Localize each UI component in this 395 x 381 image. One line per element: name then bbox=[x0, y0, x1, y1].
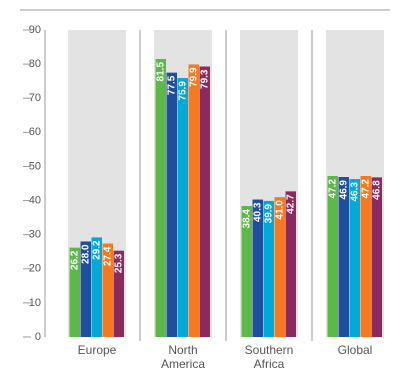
y-tick-label: 0 bbox=[35, 331, 41, 343]
bar bbox=[155, 58, 166, 337]
bar bbox=[113, 250, 124, 337]
value-label: 75.9 bbox=[178, 81, 189, 101]
value-label: 25.3 bbox=[114, 253, 125, 273]
x-tick-label: Global bbox=[337, 343, 373, 357]
bar bbox=[285, 191, 296, 337]
value-label: 79.9 bbox=[189, 67, 200, 87]
value-label: 39.9 bbox=[264, 203, 275, 223]
value-label: 42.7 bbox=[286, 194, 297, 214]
y-tick-label: 80 bbox=[29, 58, 41, 70]
value-label: 81.5 bbox=[156, 62, 167, 82]
bar bbox=[241, 206, 252, 337]
bar bbox=[263, 200, 274, 337]
bar bbox=[166, 72, 177, 337]
y-tick-label: 40 bbox=[29, 194, 41, 206]
bar bbox=[199, 66, 210, 337]
x-tick-label: North America bbox=[160, 343, 205, 371]
y-tick-label: 70 bbox=[29, 92, 41, 104]
bar bbox=[252, 199, 263, 337]
y-tick-label: 60 bbox=[29, 126, 41, 138]
value-label: 26.2 bbox=[70, 250, 81, 270]
bar bbox=[360, 175, 371, 337]
value-label: 46.8 bbox=[372, 180, 383, 200]
y-tick-label: 20 bbox=[29, 263, 41, 275]
y-tick-label: 50 bbox=[29, 160, 41, 172]
bar bbox=[102, 243, 113, 337]
bar bbox=[349, 179, 360, 337]
value-label: 28.0 bbox=[81, 244, 92, 264]
bar bbox=[80, 241, 91, 337]
bar bbox=[177, 78, 188, 337]
bar bbox=[188, 64, 199, 338]
value-label: 46.3 bbox=[350, 182, 361, 202]
x-tick-label: Europe bbox=[77, 343, 117, 357]
value-label: 79.3 bbox=[200, 69, 211, 89]
y-tick-label: 90 bbox=[29, 24, 41, 36]
bar bbox=[274, 197, 285, 337]
value-label: 41.0 bbox=[275, 200, 286, 220]
value-label: 46.9 bbox=[339, 180, 350, 200]
bar bbox=[91, 237, 102, 337]
value-label: 47.2 bbox=[328, 179, 339, 199]
value-label: 40.3 bbox=[253, 202, 264, 222]
y-tick-label: 10 bbox=[29, 297, 41, 309]
x-tick-label: Southern Africa bbox=[244, 343, 294, 371]
value-label: 27.4 bbox=[103, 246, 114, 266]
bar bbox=[371, 177, 382, 337]
value-label: 38.4 bbox=[242, 209, 253, 229]
bar bbox=[69, 247, 80, 337]
value-label: 47.2 bbox=[361, 179, 372, 199]
bar bbox=[338, 177, 349, 337]
bar bbox=[327, 175, 338, 337]
value-label: 29.2 bbox=[92, 240, 103, 260]
value-label: 77.5 bbox=[167, 75, 178, 95]
y-tick-label: 30 bbox=[29, 229, 41, 241]
